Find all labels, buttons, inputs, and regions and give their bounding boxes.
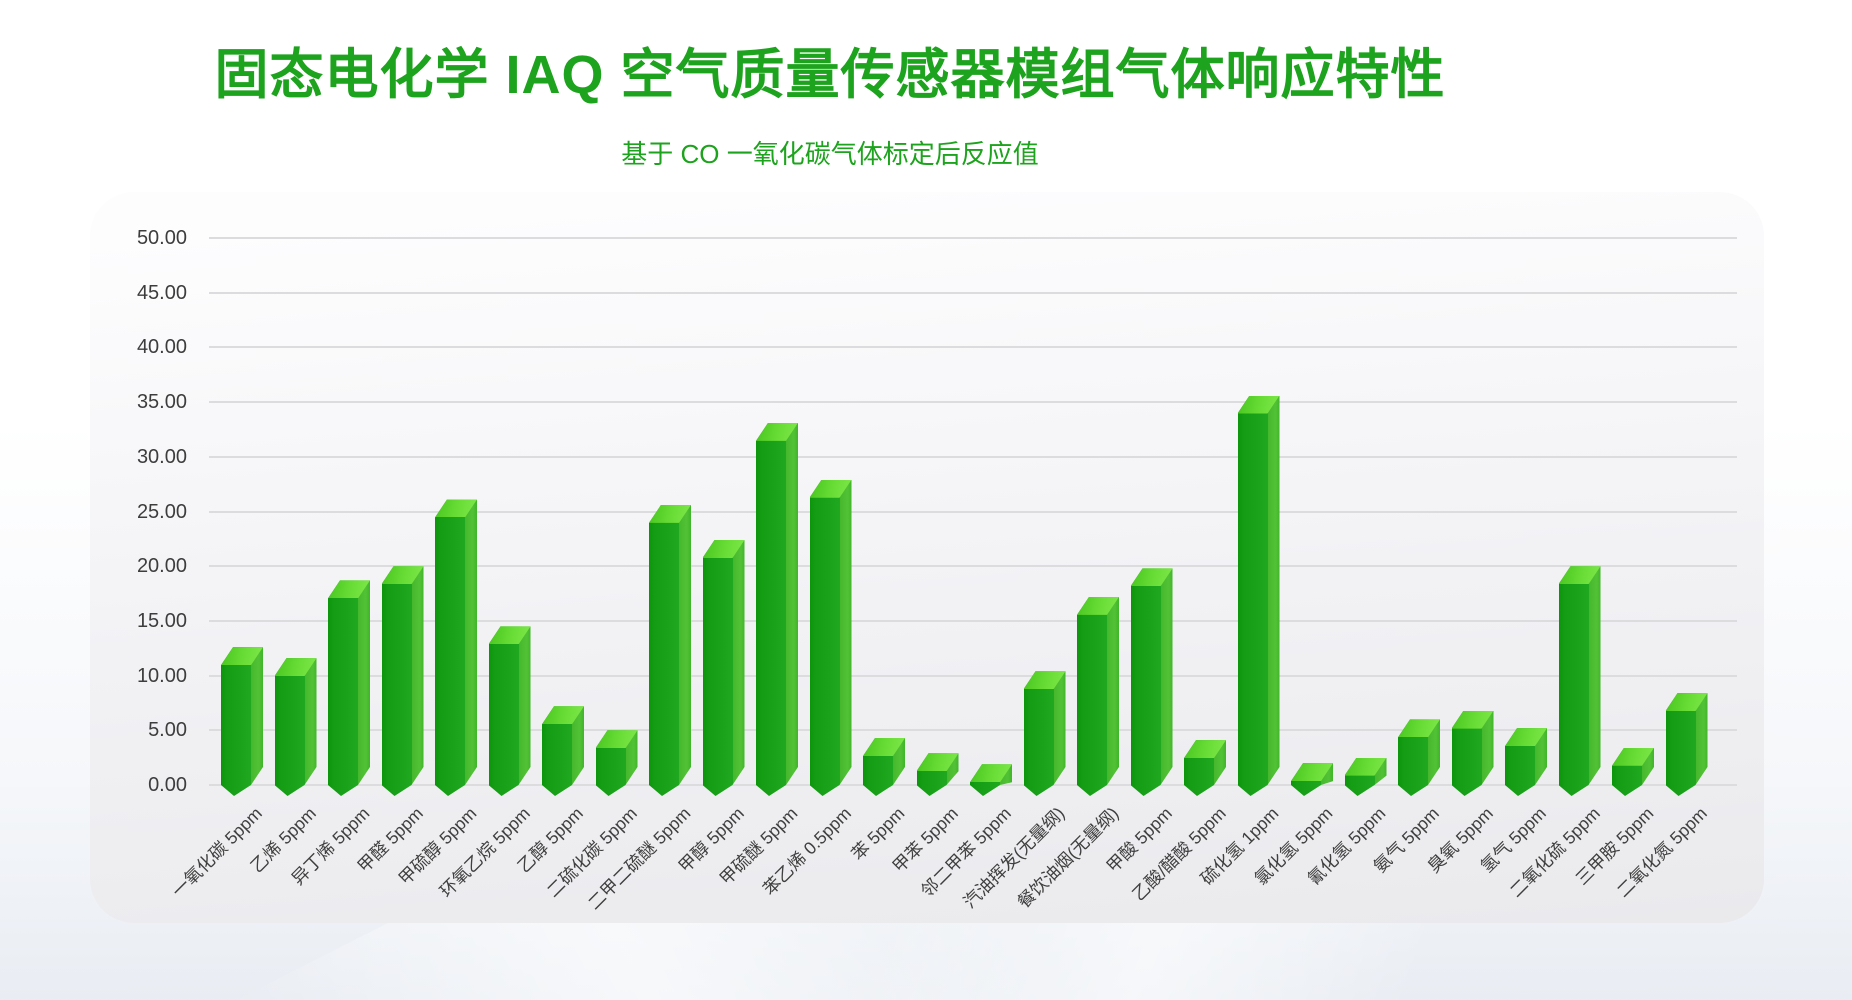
bar-top-face [702, 539, 745, 558]
bar-top-face [1451, 710, 1494, 729]
bar-column [863, 737, 905, 796]
bar-faces [756, 422, 798, 796]
bar-column [328, 580, 370, 796]
bar-top-face [756, 422, 798, 441]
bar-column [1665, 693, 1708, 796]
bar-top-face [1612, 747, 1654, 766]
bar-top-face [1558, 566, 1601, 585]
bar-column [1451, 710, 1494, 796]
bar-faces [274, 658, 317, 796]
bar-top-face [1184, 740, 1226, 759]
y-axis-tick-label: 35.00 [136, 391, 187, 414]
bar-column [756, 422, 798, 796]
gridline [209, 237, 1737, 239]
bar-top-face [1023, 671, 1066, 690]
bar-top-face [595, 730, 638, 749]
bar-faces [221, 647, 263, 796]
bar-faces [1558, 566, 1601, 796]
bar-faces [702, 539, 745, 796]
bar-top-face [1077, 596, 1119, 615]
bar-top-face [1130, 568, 1173, 587]
y-axis-tick-label: 0.00 [148, 774, 187, 796]
gridline [209, 291, 1737, 294]
bar-faces [1237, 395, 1280, 796]
bar-top-face [809, 479, 852, 498]
bar-faces [328, 580, 370, 796]
y-axis-tick-label: 50.00 [136, 227, 187, 249]
bar-top-face [649, 504, 691, 523]
bar-column [542, 706, 584, 796]
bar-top-face [1665, 693, 1708, 712]
bar-column [381, 566, 424, 796]
bar-top-face [1505, 728, 1547, 747]
bar-faces [488, 626, 531, 796]
bar-column [1077, 596, 1119, 796]
bar-top-face [1237, 395, 1280, 414]
y-axis-tick-label: 40.00 [136, 336, 187, 359]
bar-column [488, 626, 531, 796]
bar-faces [435, 499, 477, 796]
bar-top-face [274, 658, 317, 677]
y-axis-tick-label: 25.00 [136, 500, 187, 523]
gridline [209, 565, 1737, 568]
bar-faces [1023, 671, 1066, 796]
gridline [209, 455, 1737, 458]
bar-column [1558, 566, 1601, 796]
gridline [209, 346, 1737, 349]
bar-top-face [488, 626, 531, 645]
bar-column [809, 479, 852, 796]
gridline [209, 729, 1737, 732]
bar-column [221, 647, 263, 796]
y-axis-tick-label: 10.00 [136, 664, 187, 687]
bar-top-face [1398, 719, 1440, 738]
bar-faces [649, 504, 691, 796]
bar-top-face [1291, 763, 1333, 782]
bar-top-face [221, 647, 263, 666]
bar-top-face [916, 753, 959, 772]
bar-faces [809, 479, 852, 796]
bar-column [274, 658, 317, 796]
bar-column [1344, 757, 1387, 796]
y-axis-tick-label: 30.00 [136, 445, 187, 468]
bar-column [649, 504, 691, 796]
bar-top-face [863, 737, 905, 756]
y-axis-tick-label: 5.00 [148, 719, 187, 742]
bar-faces [1077, 596, 1119, 796]
bar-faces [1130, 568, 1173, 796]
bar-top-face [381, 566, 424, 585]
bar-column [1291, 763, 1333, 796]
bar-column [1398, 719, 1440, 796]
gridline [209, 619, 1737, 622]
bar-column [1184, 740, 1226, 796]
bar-top-face [1344, 757, 1387, 776]
bar-column [1505, 728, 1547, 796]
chart-panel [90, 192, 1764, 923]
bar-column [702, 539, 745, 796]
y-axis-tick-label: 15.00 [136, 609, 187, 632]
bar-column [1612, 747, 1654, 796]
bar-top-face [328, 580, 370, 599]
bar-column [1023, 671, 1066, 796]
bar-top-face [542, 706, 584, 725]
gridline [209, 510, 1737, 513]
chart-subtitle: 基于 CO 一氧化碳气体标定后反应值 [621, 139, 1039, 169]
bar-top-face [970, 764, 1012, 783]
bar-faces [381, 566, 424, 796]
y-axis-tick-label: 20.00 [136, 555, 187, 578]
y-axis-tick-label: 45.00 [136, 281, 187, 304]
bar-column [1237, 395, 1280, 796]
bar-top-face [435, 499, 477, 518]
bar-column [1130, 568, 1173, 796]
bar-column [595, 730, 638, 796]
bar-column [435, 499, 477, 796]
bar-column [970, 764, 1012, 796]
chart-title: 固态电化学 IAQ 空气质量传感器模组气体响应特性 [214, 45, 1446, 105]
gridline [209, 401, 1737, 404]
bar-column [916, 753, 959, 796]
gridline [209, 674, 1737, 677]
